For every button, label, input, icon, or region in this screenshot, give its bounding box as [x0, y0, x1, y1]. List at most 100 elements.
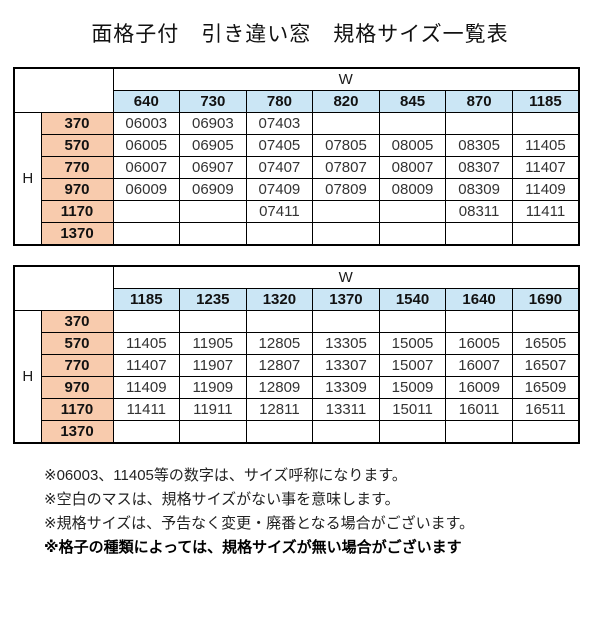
table-row: 1370 [14, 420, 580, 444]
size-code-cell: 13305 [312, 332, 380, 355]
h-header-cell: 370 [40, 310, 114, 333]
size-code-cell: 08307 [445, 156, 513, 179]
table-row: W [13, 265, 580, 311]
size-code-cell: 07805 [312, 134, 380, 157]
notes: ※06003、11405等の数字は、サイズ呼称になります。 ※空白のマスは、規格サ… [44, 464, 600, 560]
note-line: ※06003、11405等の数字は、サイズ呼称になります。 [44, 467, 407, 484]
size-code-cell [378, 200, 447, 223]
size-code-cell: 16005 [445, 332, 513, 355]
size-code-cell: 11411 [511, 200, 580, 223]
size-code-cell: 11907 [179, 354, 247, 377]
note-line: ※格子の種類によっては、規格サイズが無い場合がございます [44, 539, 462, 556]
table-row: 970 11409 11909 12809 13309 15009 16009 16509 [14, 376, 580, 399]
size-code-cell [511, 420, 580, 444]
size-code-cell: 16011 [445, 398, 513, 421]
w-axis-label: W [112, 265, 580, 289]
size-code-cell: 16009 [445, 376, 513, 399]
size-code-cell [112, 420, 181, 444]
size-code-cell [179, 420, 247, 444]
w-header-cell: 1370 [312, 288, 380, 311]
size-code-cell: 08005 [378, 134, 447, 157]
size-code-cell: 13307 [312, 354, 380, 377]
size-code-cell: 08311 [445, 200, 513, 223]
size-code-cell: 07407 [245, 156, 314, 179]
size-code-cell: 16507 [511, 354, 580, 377]
size-code-cell: 06909 [179, 178, 247, 201]
note-line: ※空白のマスは、規格サイズがない事を意味します。 [44, 491, 400, 508]
size-code-cell [312, 200, 380, 223]
h-header-cell: 770 [40, 354, 114, 377]
size-table-2: W 1185 1235 1320 1370 1540 1640 1690 H 370 570 1140… [13, 265, 580, 444]
table-row: H 370 06003 06903 07403 [13, 112, 580, 246]
h-header-cell: 1170 [40, 398, 114, 421]
size-code-cell [312, 222, 380, 246]
size-code-cell [378, 222, 447, 246]
size-code-cell [378, 310, 447, 333]
size-code-cell: 06005 [112, 134, 181, 157]
size-code-cell [112, 310, 181, 333]
h-header-cell: 970 [40, 376, 114, 399]
size-code-cell: 16509 [511, 376, 580, 399]
h-header-cell: 570 [40, 134, 114, 157]
h-axis-label: H [13, 112, 42, 246]
w-header-cell: 1640 [445, 288, 513, 311]
size-code-cell: 06907 [179, 156, 247, 179]
size-code-cell: 11911 [179, 398, 247, 421]
size-tables: W 640 730 780 820 845 870 1185 H 370 06003 06903 074… [0, 67, 600, 444]
size-code-cell: 07807 [312, 156, 380, 179]
table-row: 640 730 780 820 845 870 1185 [14, 90, 580, 113]
size-code-cell: 08009 [378, 178, 447, 201]
size-code-cell: 08305 [445, 134, 513, 157]
w-header-cell: 1185 [112, 288, 181, 311]
w-header-cell: 820 [312, 90, 380, 113]
table-row: 1370 [14, 222, 580, 246]
size-code-cell [511, 310, 580, 333]
size-code-cell: 07809 [312, 178, 380, 201]
corner-cell [13, 265, 114, 311]
size-code-cell [312, 420, 380, 444]
size-code-cell: 07409 [245, 178, 314, 201]
size-code-cell: 12807 [245, 354, 314, 377]
size-code-cell: 15011 [378, 398, 447, 421]
w-header-cell: 780 [245, 90, 314, 113]
table-row: 1170 11411 11911 12811 13311 15011 16011 16511 [14, 398, 580, 421]
size-code-cell: 16007 [445, 354, 513, 377]
size-code-cell: 07403 [245, 112, 314, 135]
table-row: W [13, 67, 580, 113]
size-code-cell [312, 112, 380, 135]
size-code-cell: 07411 [245, 200, 314, 223]
table-row: 570 11405 11905 12805 13305 15005 16005 16505 [14, 332, 580, 355]
size-code-cell [378, 420, 447, 444]
size-code-cell [112, 200, 181, 223]
size-code-cell: 11405 [511, 134, 580, 157]
table-row: 570 06005 06905 07405 07805 08005 08305 11405 [14, 134, 580, 157]
size-code-cell: 15007 [378, 354, 447, 377]
size-code-cell [179, 310, 247, 333]
size-code-cell: 08309 [445, 178, 513, 201]
w-header-cell: 1185 [511, 90, 580, 113]
w-header-cell: 1690 [511, 288, 580, 311]
size-code-cell [179, 200, 247, 223]
size-code-cell: 08007 [378, 156, 447, 179]
table-row: 1170 07411 08311 11411 [14, 200, 580, 223]
size-code-cell: 11405 [112, 332, 181, 355]
w-header-cell: 1540 [378, 288, 447, 311]
h-header-cell: 1370 [40, 420, 114, 444]
size-code-cell: 11407 [511, 156, 580, 179]
table-row: H 370 [13, 310, 580, 444]
size-code-cell [312, 310, 380, 333]
size-code-cell: 12811 [245, 398, 314, 421]
size-code-cell [445, 222, 513, 246]
size-table-1: W 640 730 780 820 845 870 1185 H 370 06003 06903 074… [13, 67, 580, 246]
w-axis-label: W [112, 67, 580, 91]
size-code-cell: 12805 [245, 332, 314, 355]
size-code-cell: 06903 [179, 112, 247, 135]
size-code-cell [511, 222, 580, 246]
w-header-cell: 845 [378, 90, 447, 113]
size-code-cell: 11905 [179, 332, 247, 355]
size-code-cell [445, 112, 513, 135]
size-code-cell: 13309 [312, 376, 380, 399]
w-header-cell: 730 [179, 90, 247, 113]
size-code-cell: 15009 [378, 376, 447, 399]
size-code-cell: 11909 [179, 376, 247, 399]
